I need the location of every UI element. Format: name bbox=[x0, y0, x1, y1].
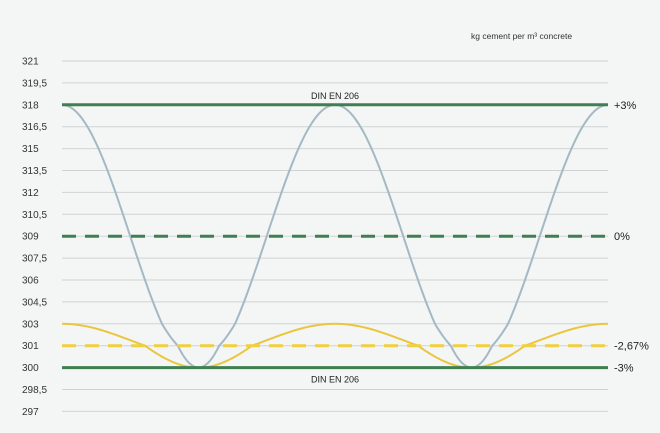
reference-line-label: DIN EN 206 bbox=[311, 91, 359, 101]
reference-line-percent: +3% bbox=[614, 100, 637, 112]
y-tick-label: 312 bbox=[22, 188, 39, 199]
reference-line-label: DIN EN 206 bbox=[311, 375, 359, 385]
reference-line-percent: 0% bbox=[614, 231, 630, 243]
y-tick-label: 309 bbox=[22, 232, 39, 243]
y-axis-ticks: 321 319,5 318 316,5 315 313,5 312 310,5 309 307,5… bbox=[22, 57, 47, 418]
series-line-2 bbox=[61, 322, 609, 369]
y-tick-label: 321 bbox=[22, 57, 39, 68]
y-tick-label: 310,5 bbox=[22, 210, 47, 221]
y-tick-label: 297 bbox=[22, 407, 39, 418]
y-tick-label: 303 bbox=[22, 319, 39, 330]
y-tick-label: 318 bbox=[22, 100, 39, 111]
y-tick-label: 319,5 bbox=[22, 78, 47, 89]
reference-line-percent: -2,67% bbox=[614, 341, 649, 353]
reference-lines: DIN EN 206 +3% 0% -2,67% DIN EN 206 -3% bbox=[62, 91, 649, 385]
y-tick-label: 313,5 bbox=[22, 166, 47, 177]
y-tick-label: 298,5 bbox=[22, 385, 47, 396]
y-tick-label: 315 bbox=[22, 144, 39, 155]
unit-label: kg cement per m³ concrete bbox=[471, 31, 572, 41]
y-tick-label: 304,5 bbox=[22, 297, 47, 308]
y-tick-label: 306 bbox=[22, 276, 39, 287]
y-tick-label: 316,5 bbox=[22, 122, 47, 133]
y-tick-label: 307,5 bbox=[22, 254, 47, 265]
y-tick-label: 301 bbox=[22, 341, 39, 352]
reference-line-percent: -3% bbox=[614, 363, 634, 375]
y-tick-label: 300 bbox=[22, 363, 39, 374]
